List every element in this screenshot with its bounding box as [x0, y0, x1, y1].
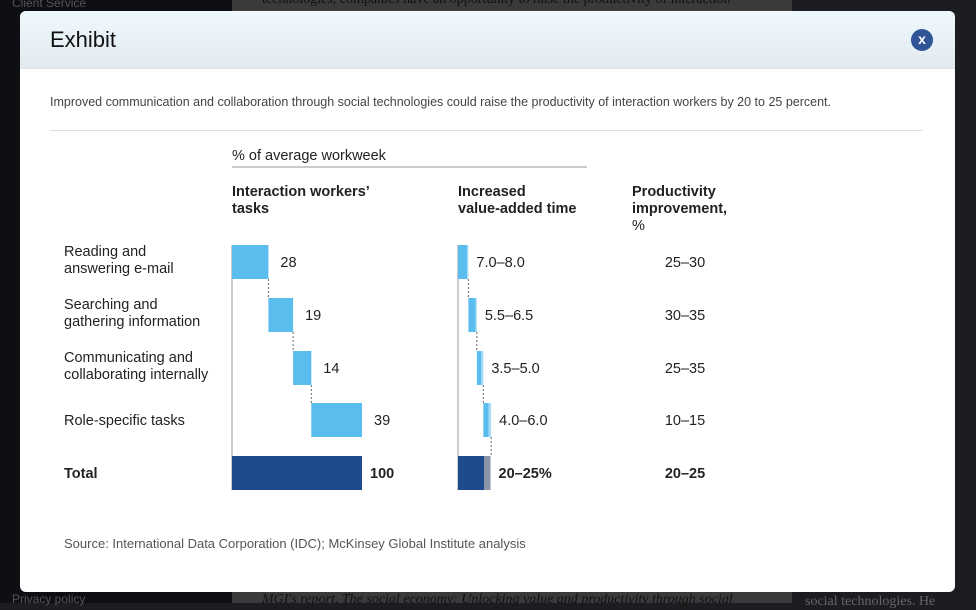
- modal-title: Exhibit: [50, 27, 117, 52]
- column-header-productivity: %: [632, 218, 645, 234]
- total-value-added-bar: [458, 456, 484, 490]
- column-header-productivity: Productivity: [632, 184, 716, 200]
- exhibit-subtitle: Improved communication and collaboration…: [50, 95, 831, 109]
- task-value: 39: [374, 413, 390, 429]
- value-added-range: [467, 245, 469, 279]
- group-label: % of average workweek: [232, 148, 387, 164]
- total-task-value: 100: [370, 466, 394, 482]
- productivity-value: 25–30: [665, 255, 705, 271]
- bg-article-text: MGI's report, The social economy: Unlock…: [262, 592, 733, 607]
- value-added-range: [488, 403, 492, 437]
- task-bar: [232, 245, 269, 279]
- total-label: Total: [64, 466, 98, 482]
- value-added-label: 3.5–5.0: [491, 361, 539, 377]
- value-added-label: 7.0–8.0: [476, 255, 524, 271]
- category-label: Role-specific tasks: [64, 413, 185, 429]
- modal-header: Exhibit x: [20, 11, 955, 69]
- column-header-productivity: improvement,: [632, 201, 727, 217]
- column-header-value-added: Increased: [458, 184, 526, 200]
- task-value: 19: [305, 308, 321, 324]
- exhibit-chart: % of average workweek Interaction workers…: [64, 148, 727, 490]
- close-icon[interactable]: x: [911, 29, 933, 51]
- value-added-range: [475, 298, 477, 332]
- category-label: collaborating internally: [64, 367, 209, 383]
- total-productivity-value: 20–25: [665, 466, 705, 482]
- task-value: 28: [280, 255, 296, 271]
- total-value-added-range: [484, 456, 491, 490]
- category-label: gathering information: [64, 314, 200, 330]
- category-label: Searching and: [64, 297, 158, 313]
- task-bar: [268, 298, 294, 332]
- divider: [50, 130, 923, 131]
- column-header-tasks: tasks: [232, 201, 269, 217]
- value-added-bar: [483, 403, 489, 437]
- column-header-value-added: value-added time: [458, 201, 576, 217]
- productivity-value: 25–35: [665, 361, 705, 377]
- category-label: Communicating and: [64, 350, 193, 366]
- productivity-value: 10–15: [665, 413, 705, 429]
- value-added-bar: [476, 351, 482, 385]
- category-label: Reading and: [64, 244, 146, 260]
- task-bar: [311, 403, 362, 437]
- value-added-label: 5.5–6.5: [485, 308, 533, 324]
- exhibit-modal: Exhibit x Improved communication and col…: [20, 11, 955, 592]
- total-value-added-label: 20–25%: [499, 466, 552, 482]
- productivity-value: 30–35: [665, 308, 705, 324]
- bg-sidebar-link: Privacy policy: [12, 592, 86, 606]
- total-task-bar: [232, 456, 362, 490]
- bg-sidebar-link: Client Service: [12, 0, 87, 10]
- task-bar: [293, 351, 312, 385]
- bg-article-text: social technologies. He: [805, 594, 936, 609]
- value-added-label: 4.0–6.0: [499, 413, 547, 429]
- category-label: answering e-mail: [64, 261, 174, 277]
- task-value: 14: [323, 361, 339, 377]
- value-added-bar: [468, 298, 476, 332]
- value-added-range: [481, 351, 484, 385]
- source-note: Source: International Data Corporation (…: [64, 536, 526, 551]
- bg-article-text: technologies, companies have an opportun…: [262, 0, 730, 8]
- column-header-tasks: Interaction workers’: [232, 184, 370, 200]
- value-added-bar: [458, 245, 468, 279]
